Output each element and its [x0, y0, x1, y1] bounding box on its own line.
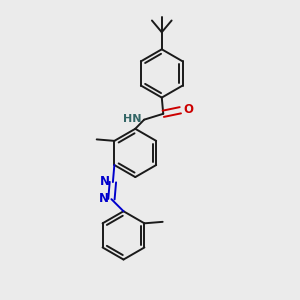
Text: O: O — [184, 103, 194, 116]
Text: N: N — [100, 175, 110, 188]
Text: HN: HN — [123, 114, 142, 124]
Text: N: N — [98, 192, 109, 205]
